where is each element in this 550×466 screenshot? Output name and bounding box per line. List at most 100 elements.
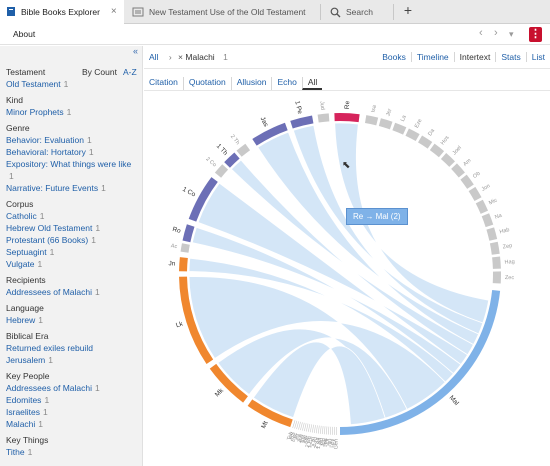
facet-item[interactable]: Hebrew 1	[6, 315, 43, 325]
facet-item-label[interactable]: Septuagint	[6, 247, 47, 257]
book-arc-hos[interactable]	[429, 143, 445, 158]
book-arc-mic[interactable]	[475, 199, 489, 214]
close-tab-icon[interactable]: ×	[110, 6, 117, 17]
back-arrow-icon[interactable]: ‹	[479, 27, 483, 39]
facet-item-label[interactable]: Edomites	[6, 395, 42, 405]
facet-item-label[interactable]: Hebrew	[6, 315, 36, 325]
facet-item[interactable]: Edomites 1	[6, 395, 49, 405]
book-arc-2sa[interactable]	[317, 425, 320, 434]
facet-item-label[interactable]: Tithe	[6, 447, 25, 457]
book-arc-jer[interactable]	[378, 118, 393, 130]
filter-quotation[interactable]: Quotation	[182, 77, 231, 90]
book-arc-ezr[interactable]	[308, 423, 311, 432]
book-arc-da[interactable]	[417, 135, 433, 149]
book-arc-hab[interactable]	[486, 227, 498, 241]
facet-item-label[interactable]: Israelites	[6, 407, 41, 417]
book-arc-job[interactable]	[302, 422, 305, 431]
book-arc-jos[interactable]	[325, 426, 328, 435]
book-arc-ob[interactable]	[460, 174, 474, 189]
breadcrumb-all-link[interactable]: All	[149, 52, 159, 62]
book-arc-hag[interactable]	[492, 256, 501, 269]
facet-item[interactable]: Addressees of Malachi 1	[6, 383, 100, 393]
book-arc-gen[interactable]	[336, 426, 337, 435]
book-arc-est[interactable]	[304, 423, 307, 432]
book-arc-mt[interactable]	[247, 399, 293, 428]
new-tab-button[interactable]: +	[403, 2, 413, 18]
view-list[interactable]: List	[525, 52, 550, 62]
facet-item-label[interactable]: Behavior: Evaluation	[6, 135, 84, 145]
facet-item-label[interactable]: Behavioral: Hortatory	[6, 147, 86, 157]
book-arc-1th[interactable]	[224, 152, 240, 168]
facet-item[interactable]: Catholic 1	[6, 211, 44, 221]
facet-item[interactable]: Protestant (66 Books) 1	[6, 235, 96, 245]
facet-item-label[interactable]: Old Testament	[6, 79, 61, 89]
book-arc-mk[interactable]	[209, 363, 248, 403]
facet-item-label[interactable]: Malachi	[6, 419, 36, 429]
book-arc-2ch[interactable]	[309, 424, 313, 433]
book-arc-jdg[interactable]	[323, 426, 326, 435]
facet-item-label[interactable]: Catholic	[6, 211, 37, 221]
facet-item[interactable]: Old Testament 1	[6, 79, 68, 89]
book-arc-re[interactable]	[334, 113, 360, 123]
facet-item-label[interactable]: Protestant (66 Books)	[6, 235, 89, 245]
book-arc-ne[interactable]	[306, 423, 309, 432]
facet-item[interactable]: Expository: What things were like	[6, 159, 131, 169]
about-menu[interactable]: About	[13, 29, 36, 39]
book-arc-1ch[interactable]	[311, 424, 314, 433]
book-arc-la[interactable]	[392, 122, 407, 135]
book-arc-dt[interactable]	[327, 426, 330, 435]
sort-a-z[interactable]: A-Z	[123, 67, 137, 77]
remove-filter-icon[interactable]: ×	[178, 52, 184, 62]
book-arc-am[interactable]	[451, 163, 465, 178]
facet-item[interactable]: Returned exiles rebuild	[6, 343, 93, 353]
book-arc-ss[interactable]	[294, 420, 298, 429]
view-intertext[interactable]: Intertext	[453, 52, 496, 62]
facet-item[interactable]: Behavior: Evaluation 1	[6, 135, 92, 145]
book-arc-jas[interactable]	[252, 122, 288, 146]
book-arc-ex[interactable]	[334, 426, 335, 435]
history-dropdown-icon[interactable]: ▾	[509, 29, 514, 39]
facet-item[interactable]: Addressees of Malachi 1	[6, 287, 100, 297]
facet-item[interactable]: Tithe 1	[6, 447, 32, 457]
collapse-sidebar-icon[interactable]: «	[133, 46, 139, 56]
facet-item[interactable]: Narrative: Future Events 1	[6, 183, 106, 193]
book-arc-isa[interactable]	[364, 115, 379, 126]
filter-all[interactable]: All	[301, 77, 323, 90]
book-arc-joel[interactable]	[440, 153, 456, 167]
facet-item-label[interactable]: Expository: What things were like	[6, 159, 132, 169]
book-arc-1co[interactable]	[188, 177, 218, 222]
book-arc-2ki[interactable]	[313, 424, 316, 433]
facet-item[interactable]: Minor Prophets 1	[6, 107, 71, 117]
book-arc-jn[interactable]	[179, 257, 188, 272]
book-arc-pr[interactable]	[298, 421, 301, 430]
book-arc-2co[interactable]	[214, 164, 229, 178]
facet-item-label[interactable]: Jerusalem	[6, 355, 46, 365]
book-arc-1sa[interactable]	[319, 425, 322, 434]
chord-ribbon-mt[interactable]	[252, 341, 386, 426]
tab-bible-books-explorer[interactable]: Bible Books Explorer ×	[0, 0, 124, 25]
book-arc-1ki[interactable]	[315, 425, 318, 434]
facet-item[interactable]: Behavioral: Hortatory 1	[6, 147, 94, 157]
forward-arrow-icon[interactable]: ›	[494, 27, 498, 39]
facet-item[interactable]: 1	[6, 171, 14, 181]
more-options-icon[interactable]: ⋮	[529, 27, 542, 42]
filter-allusion[interactable]: Allusion	[230, 77, 272, 90]
book-arc-jon[interactable]	[468, 186, 482, 202]
facet-item-label[interactable]: Narrative: Future Events	[6, 183, 99, 193]
tab-search[interactable]: Search	[324, 0, 392, 24]
book-arc-tob[interactable]	[292, 420, 296, 428]
book-arc-jud[interactable]	[317, 113, 330, 123]
facet-item-label[interactable]: Returned exiles rebuild	[6, 343, 93, 353]
facet-item[interactable]: Malachi 1	[6, 419, 43, 429]
book-arc-ro[interactable]	[182, 224, 195, 243]
filter-echo[interactable]: Echo	[271, 77, 301, 90]
book-arc-na[interactable]	[481, 213, 494, 228]
facet-item-label[interactable]: Minor Prophets	[6, 107, 64, 117]
book-arc-eze[interactable]	[405, 128, 420, 142]
book-arc-lk[interactable]	[179, 276, 214, 365]
sort-by-count[interactable]: By Count	[82, 67, 117, 77]
facet-item[interactable]: Israelites 1	[6, 407, 48, 417]
facet-item-label[interactable]: Hebrew Old Testament	[6, 223, 93, 233]
view-books[interactable]: Books	[382, 52, 406, 62]
book-arc-ru[interactable]	[321, 426, 324, 435]
